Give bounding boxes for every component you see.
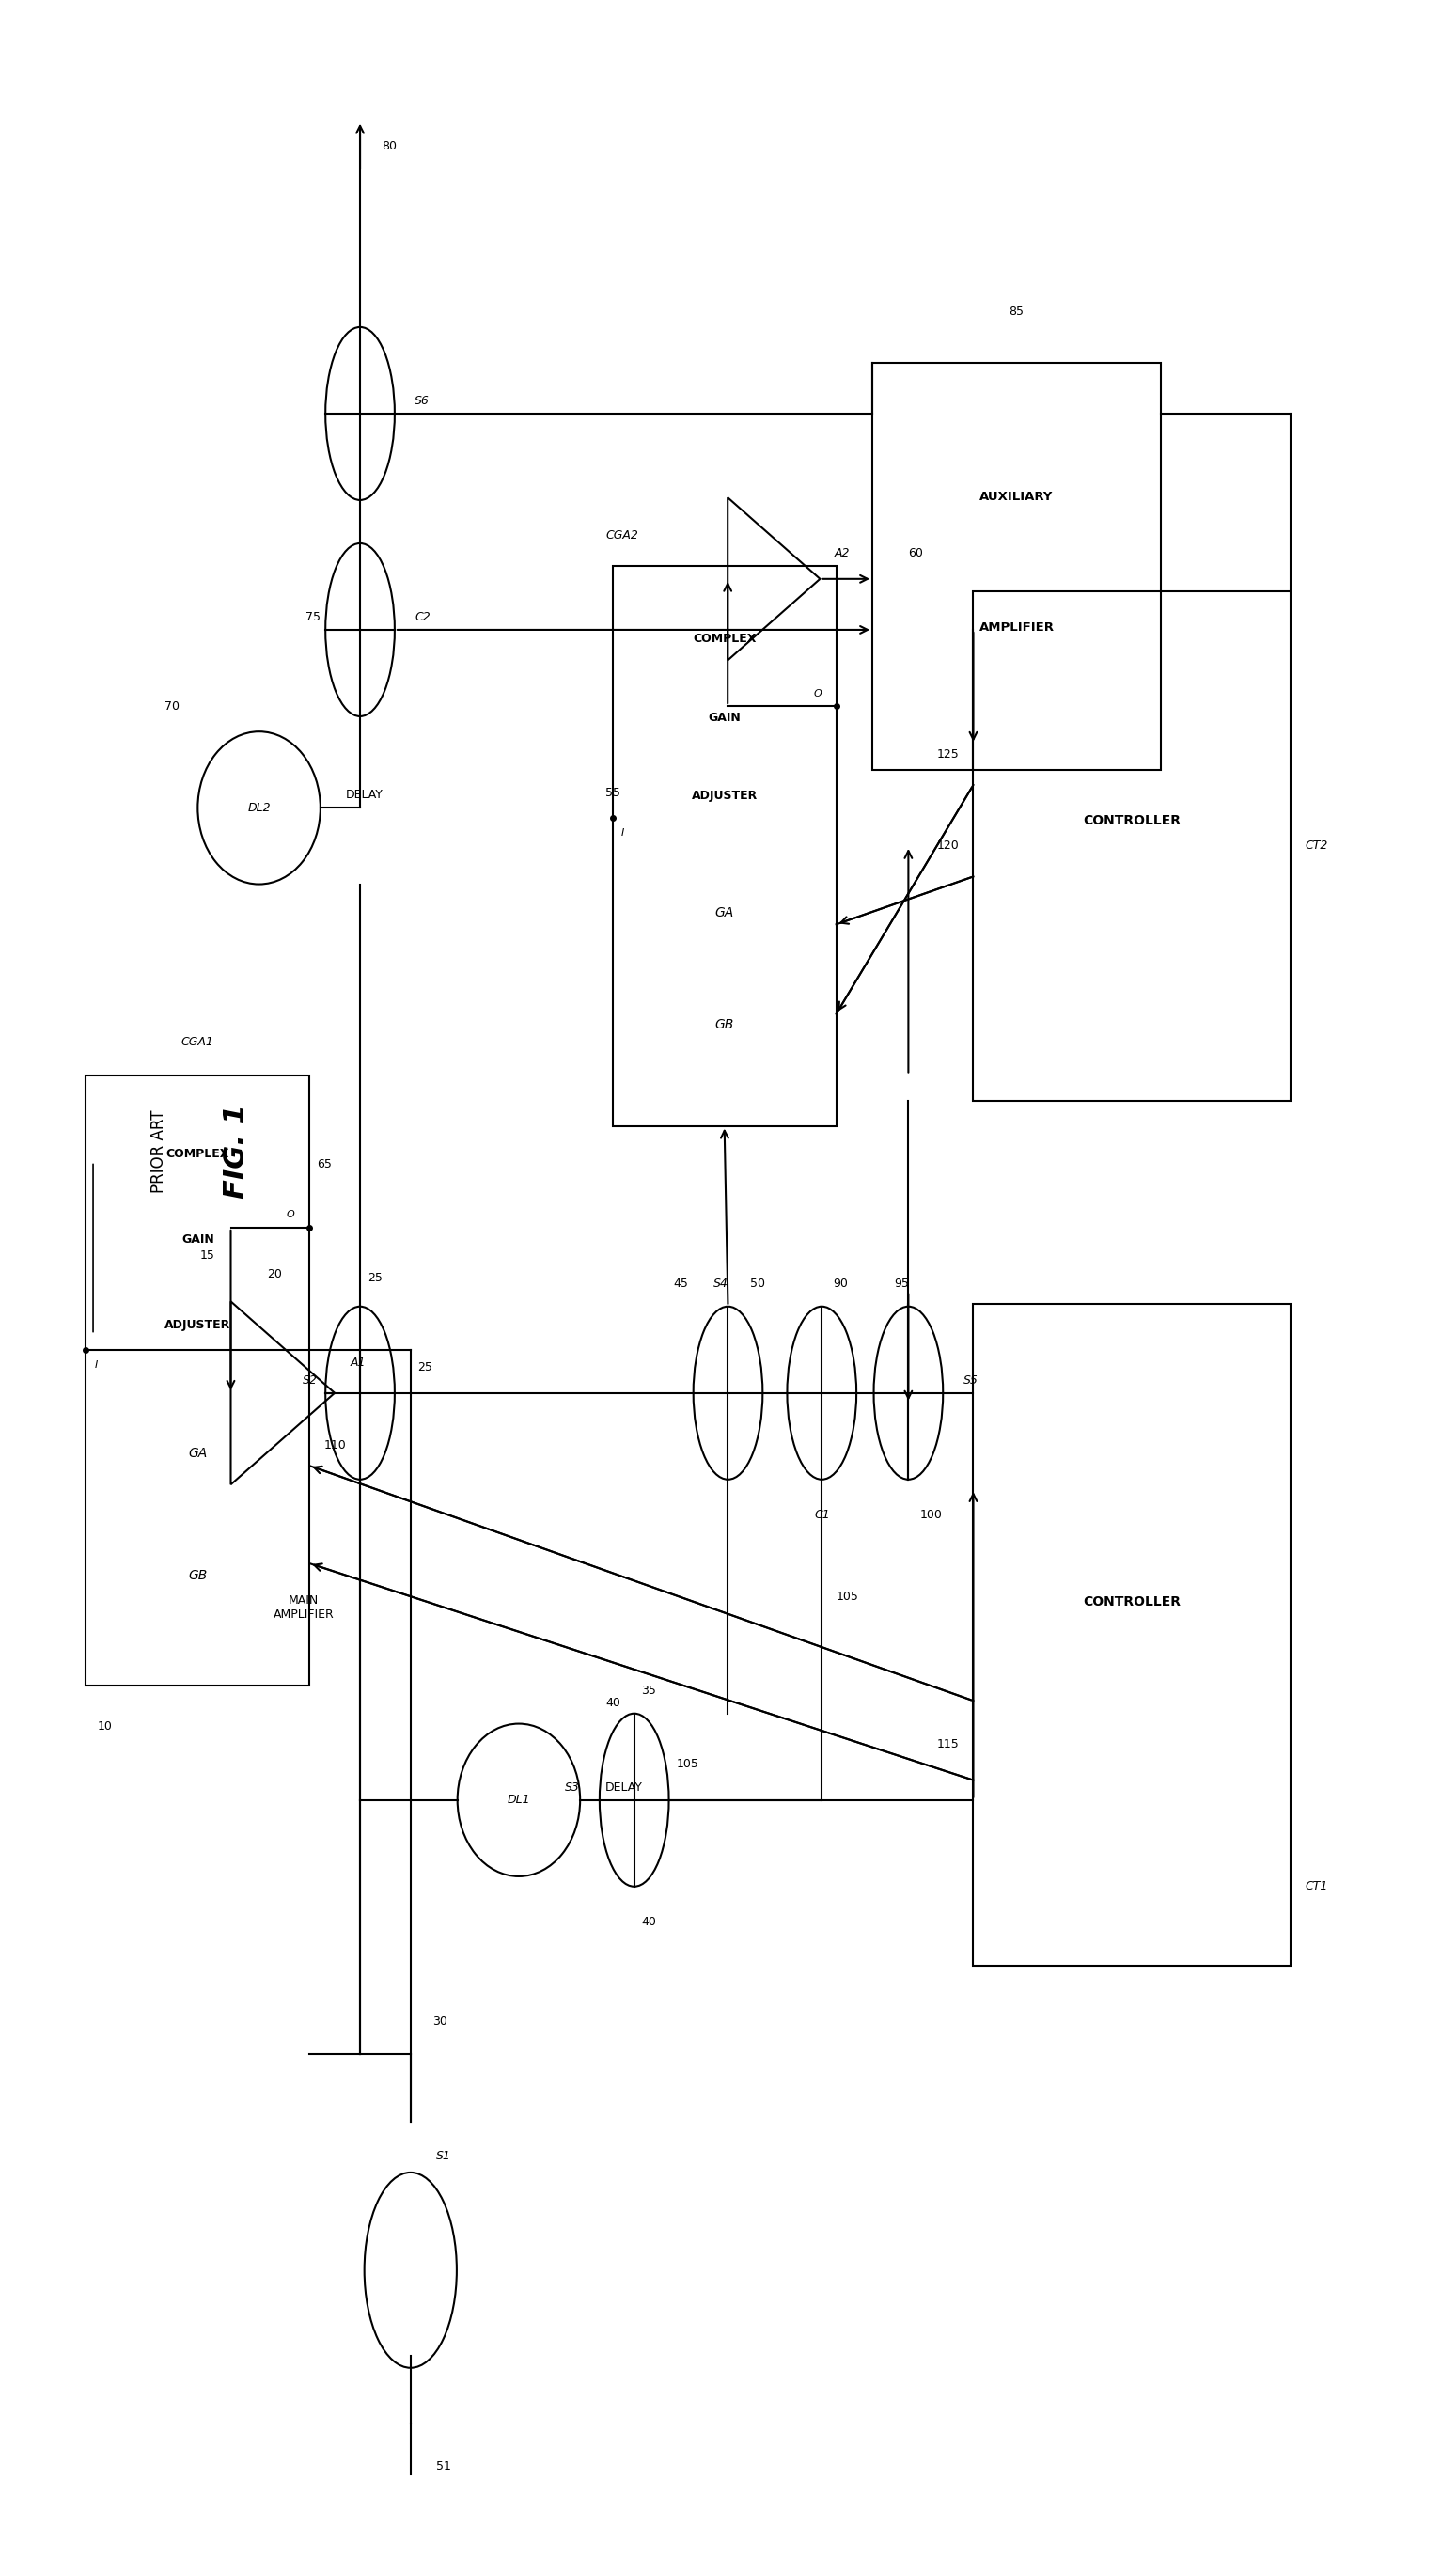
Text: O: O bbox=[812, 688, 821, 698]
Text: GB: GB bbox=[715, 1018, 734, 1030]
Bar bbox=[872, 363, 1160, 770]
Text: FIG. 1: FIG. 1 bbox=[223, 1105, 250, 1199]
Text: DL1: DL1 bbox=[507, 1795, 530, 1805]
Text: CT1: CT1 bbox=[1305, 1879, 1328, 1892]
Text: AMPLIFIER: AMPLIFIER bbox=[978, 621, 1054, 634]
Text: MAIN
AMPLIFIER: MAIN AMPLIFIER bbox=[274, 1596, 333, 1621]
Text: 20: 20 bbox=[266, 1268, 282, 1281]
Text: O: O bbox=[287, 1209, 294, 1220]
Text: S6: S6 bbox=[415, 394, 430, 407]
Bar bbox=[86, 1074, 310, 1685]
Text: C1: C1 bbox=[814, 1509, 830, 1521]
Text: 25: 25 bbox=[367, 1273, 381, 1284]
Text: 40: 40 bbox=[606, 1698, 620, 1711]
Text: 75: 75 bbox=[306, 611, 320, 624]
Text: CONTROLLER: CONTROLLER bbox=[1083, 1596, 1181, 1608]
Text: 120: 120 bbox=[936, 839, 960, 851]
Text: C2: C2 bbox=[415, 611, 431, 624]
Text: S2: S2 bbox=[303, 1373, 317, 1386]
Text: ADJUSTER: ADJUSTER bbox=[692, 790, 757, 803]
Bar bbox=[973, 591, 1291, 1100]
Text: 95: 95 bbox=[894, 1278, 909, 1289]
Text: DELAY: DELAY bbox=[606, 1782, 644, 1792]
Text: CT2: CT2 bbox=[1305, 839, 1328, 851]
Text: 45: 45 bbox=[673, 1278, 689, 1289]
Text: 125: 125 bbox=[936, 749, 960, 759]
Text: 65: 65 bbox=[317, 1158, 332, 1171]
Text: CGA2: CGA2 bbox=[606, 529, 638, 542]
Text: I: I bbox=[95, 1360, 98, 1371]
Text: AUXILIARY: AUXILIARY bbox=[980, 491, 1054, 504]
Text: A2: A2 bbox=[834, 547, 849, 560]
Text: 105: 105 bbox=[836, 1590, 859, 1603]
Text: GAIN: GAIN bbox=[708, 711, 741, 724]
Text: 100: 100 bbox=[920, 1509, 942, 1521]
Text: 85: 85 bbox=[1009, 307, 1024, 317]
Text: A1: A1 bbox=[351, 1355, 365, 1368]
Text: S3: S3 bbox=[565, 1782, 579, 1792]
Text: CGA1: CGA1 bbox=[182, 1036, 214, 1048]
Text: 25: 25 bbox=[418, 1360, 432, 1373]
Text: CONTROLLER: CONTROLLER bbox=[1083, 813, 1181, 826]
Text: GAIN: GAIN bbox=[182, 1232, 214, 1245]
Text: ADJUSTER: ADJUSTER bbox=[165, 1319, 230, 1332]
Text: 60: 60 bbox=[907, 547, 923, 560]
Text: 55: 55 bbox=[606, 788, 620, 798]
Bar bbox=[973, 1304, 1291, 1966]
Text: S4: S4 bbox=[713, 1278, 728, 1289]
Text: DL2: DL2 bbox=[248, 803, 271, 813]
Text: S1: S1 bbox=[437, 2150, 451, 2163]
Text: GB: GB bbox=[188, 1570, 207, 1583]
Text: 80: 80 bbox=[381, 141, 396, 153]
Text: 15: 15 bbox=[199, 1250, 214, 1261]
Text: COMPLEX: COMPLEX bbox=[166, 1148, 230, 1161]
Text: 30: 30 bbox=[432, 2015, 447, 2028]
Text: 50: 50 bbox=[750, 1278, 764, 1289]
Text: 51: 51 bbox=[437, 2460, 451, 2473]
Text: 90: 90 bbox=[833, 1278, 849, 1289]
Text: COMPLEX: COMPLEX bbox=[693, 632, 756, 644]
Text: 105: 105 bbox=[676, 1759, 699, 1769]
Bar bbox=[613, 565, 836, 1125]
Text: S5: S5 bbox=[964, 1373, 978, 1386]
Text: 115: 115 bbox=[936, 1739, 960, 1752]
Text: 10: 10 bbox=[98, 1721, 112, 1731]
Text: 70: 70 bbox=[165, 701, 179, 713]
Text: 35: 35 bbox=[642, 1685, 657, 1698]
Text: GA: GA bbox=[715, 908, 734, 921]
Text: PRIOR ART: PRIOR ART bbox=[151, 1110, 167, 1194]
Text: GA: GA bbox=[188, 1447, 207, 1460]
Text: DELAY: DELAY bbox=[345, 790, 383, 800]
Text: I: I bbox=[622, 828, 625, 839]
Text: 110: 110 bbox=[325, 1440, 347, 1452]
Text: 40: 40 bbox=[642, 1915, 657, 1928]
